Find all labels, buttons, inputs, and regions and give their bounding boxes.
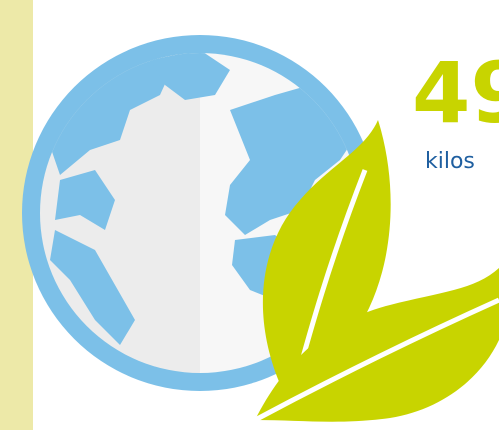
leaves	[253, 120, 499, 423]
stat-value: 49	[412, 44, 499, 142]
stat-unit: kilos	[425, 149, 475, 174]
